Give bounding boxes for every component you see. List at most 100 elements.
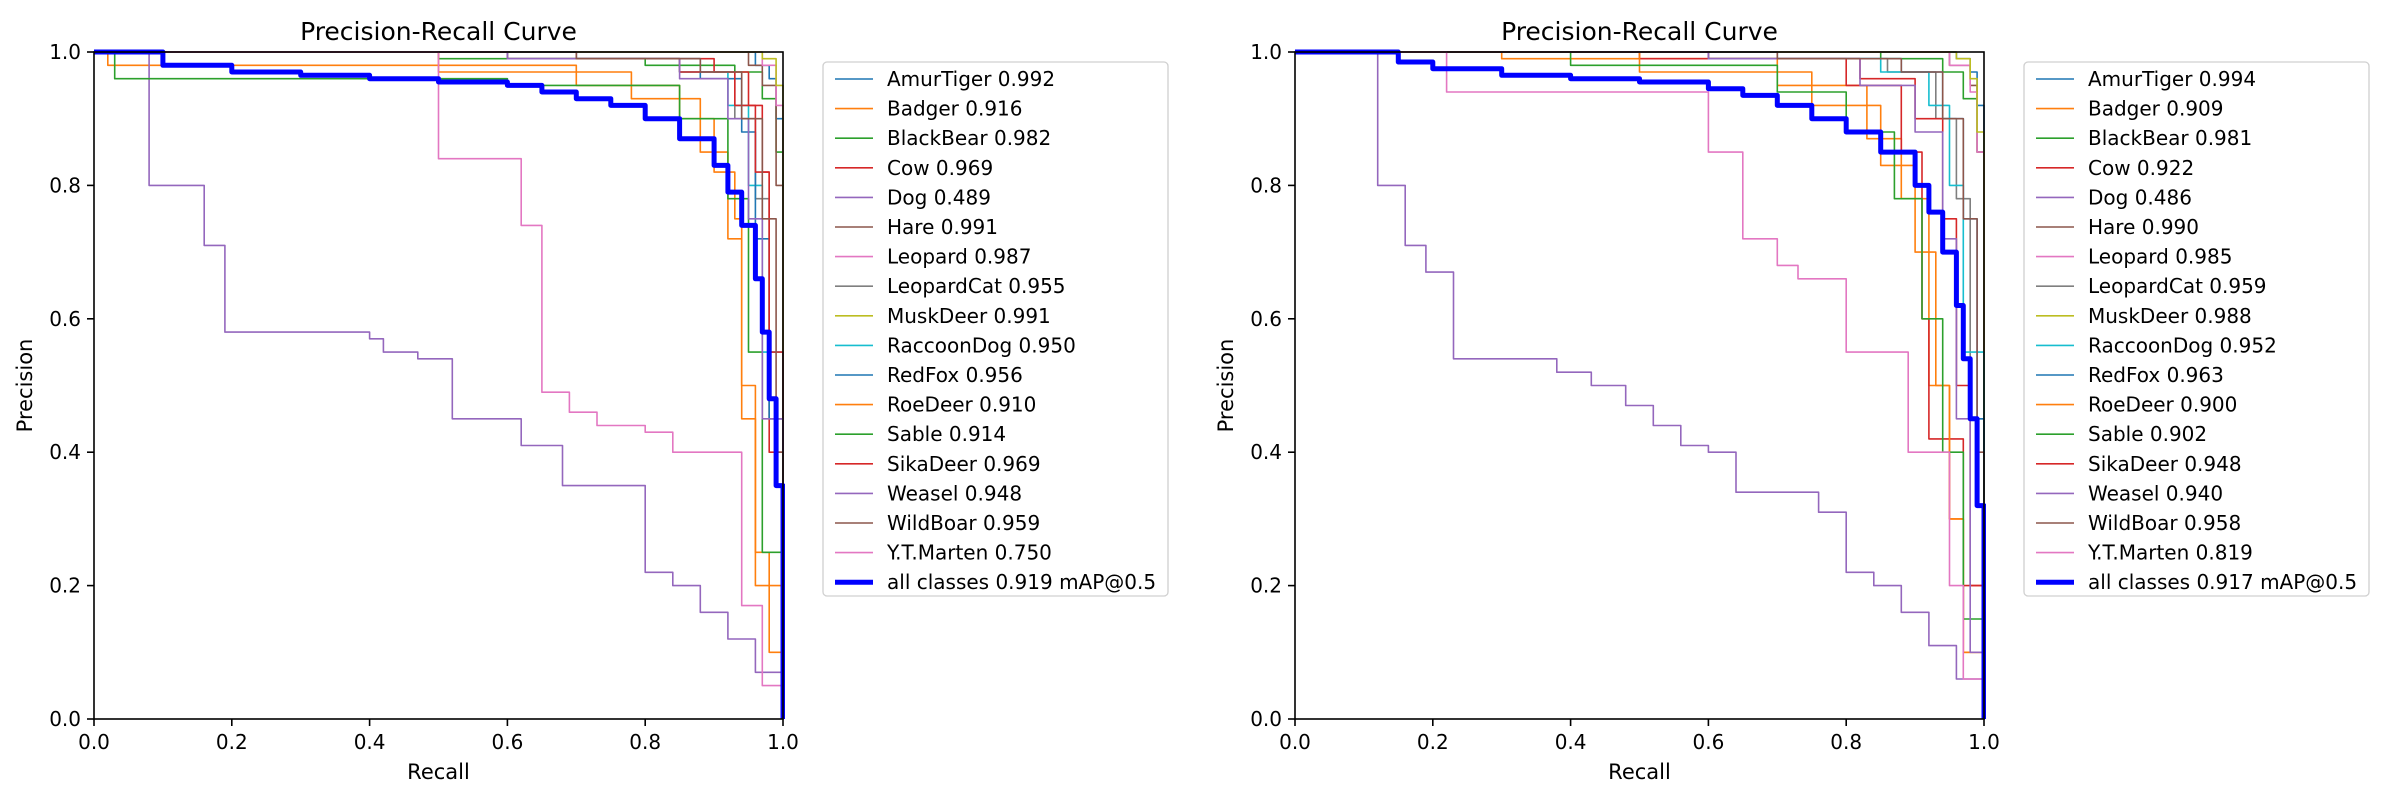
legend-label: Cow 0.922 bbox=[2088, 156, 2194, 180]
series-line-12 bbox=[94, 51, 784, 719]
legend-item: Badger 0.909 bbox=[2036, 97, 2224, 121]
series-line-17 bbox=[1295, 49, 1986, 719]
series-lines bbox=[1295, 49, 1986, 719]
legend-item: Hare 0.990 bbox=[2036, 215, 2199, 239]
series-line-4 bbox=[1295, 51, 1985, 719]
legend-item: Dog 0.486 bbox=[2036, 185, 2192, 209]
legend-label: LeopardCat 0.959 bbox=[2088, 274, 2267, 298]
x-tick-label: 0.0 bbox=[1279, 730, 1311, 754]
legend-item: all classes 0.919 mAP@0.5 bbox=[835, 570, 1156, 594]
x-axis-label: Recall bbox=[407, 760, 470, 784]
legend-item: SikaDeer 0.969 bbox=[835, 452, 1041, 476]
legend-item: BlackBear 0.982 bbox=[835, 126, 1051, 150]
y-tick-label: 0.8 bbox=[1250, 173, 1282, 197]
legend-item: Hare 0.991 bbox=[835, 215, 998, 239]
legend-item: BlackBear 0.981 bbox=[2036, 126, 2252, 150]
legend-label: RaccoonDog 0.950 bbox=[887, 333, 1076, 357]
y-tick-label: 0.6 bbox=[49, 307, 81, 331]
y-tick-label: 0.6 bbox=[1250, 307, 1282, 331]
y-axis-label: Precision bbox=[13, 339, 37, 433]
x-axis-label: Recall bbox=[1608, 760, 1671, 784]
y-tick-label: 1.0 bbox=[49, 40, 81, 64]
y-tick-label: 0.0 bbox=[49, 707, 81, 731]
legend-label: MuskDeer 0.991 bbox=[887, 304, 1051, 328]
y-tick-label: 0.4 bbox=[1250, 440, 1282, 464]
legend-item: Dog 0.489 bbox=[835, 185, 991, 209]
legend-item: Leopard 0.987 bbox=[835, 245, 1031, 269]
series-line-17 bbox=[94, 49, 785, 719]
legend-label: Badger 0.916 bbox=[887, 97, 1023, 121]
legend-label: Weasel 0.948 bbox=[887, 481, 1022, 505]
x-tick-label: 0.6 bbox=[1692, 730, 1724, 754]
legend-label: Y.T.Marten 0.750 bbox=[886, 541, 1052, 565]
legend-label: WildBoar 0.958 bbox=[2088, 511, 2241, 535]
series-lines bbox=[94, 49, 785, 719]
legend-label: RedFox 0.963 bbox=[2088, 363, 2224, 387]
legend-item: RoeDeer 0.910 bbox=[835, 393, 1036, 417]
chart-title: Precision-Recall Curve bbox=[300, 17, 577, 46]
series-line-16 bbox=[94, 51, 784, 719]
y-tick-label: 0.8 bbox=[49, 173, 81, 197]
y-tick-label: 0.4 bbox=[49, 440, 81, 464]
plot-frame bbox=[93, 51, 784, 720]
legend-item: SikaDeer 0.948 bbox=[2036, 452, 2242, 476]
legend-item: all classes 0.917 mAP@0.5 bbox=[2036, 570, 2357, 594]
legend-item: RedFox 0.956 bbox=[835, 363, 1023, 387]
legend-label: Y.T.Marten 0.819 bbox=[2087, 541, 2253, 565]
y-tick-label: 1.0 bbox=[1250, 40, 1282, 64]
legend-box bbox=[822, 61, 1169, 597]
legend-label: Sable 0.914 bbox=[887, 422, 1006, 446]
legend-label: Leopard 0.985 bbox=[2088, 245, 2232, 269]
series-line-14 bbox=[94, 51, 784, 719]
legend-item: RedFox 0.963 bbox=[2036, 363, 2224, 387]
legend-box bbox=[2023, 61, 2370, 597]
x-tick-label: 1.0 bbox=[767, 730, 799, 754]
x-tick-label: 0.6 bbox=[491, 730, 523, 754]
legend-label: Badger 0.909 bbox=[2088, 97, 2224, 121]
legend-item: Y.T.Marten 0.750 bbox=[835, 541, 1052, 565]
legend-item: RaccoonDog 0.952 bbox=[2036, 333, 2277, 357]
y-tick-label: 0.2 bbox=[1250, 574, 1282, 598]
legend-item: Badger 0.916 bbox=[835, 97, 1023, 121]
legend-item: LeopardCat 0.959 bbox=[2036, 274, 2267, 298]
legend-label: Cow 0.969 bbox=[887, 156, 993, 180]
x-tick-label: 1.0 bbox=[1968, 730, 2000, 754]
legend-label: BlackBear 0.982 bbox=[887, 126, 1051, 150]
plot-frame bbox=[1294, 51, 1985, 720]
legend-item: Leopard 0.985 bbox=[2036, 245, 2232, 269]
series-line-14 bbox=[1295, 51, 1985, 719]
legend-label: WildBoar 0.959 bbox=[887, 511, 1040, 535]
legend-label: AmurTiger 0.994 bbox=[2088, 67, 2256, 91]
x-tick-label: 0.0 bbox=[78, 730, 110, 754]
legend-label: AmurTiger 0.992 bbox=[887, 67, 1055, 91]
legend-item: Sable 0.914 bbox=[835, 422, 1006, 446]
legend-label: Hare 0.990 bbox=[2088, 215, 2199, 239]
legend: AmurTiger 0.992 Badger 0.916 BlackBear 0.9… bbox=[822, 61, 1169, 597]
legend-item: MuskDeer 0.988 bbox=[2036, 304, 2252, 328]
legend-label: Sable 0.902 bbox=[2088, 422, 2207, 446]
legend-item: RaccoonDog 0.950 bbox=[835, 333, 1076, 357]
legend-label: LeopardCat 0.955 bbox=[887, 274, 1066, 298]
legend-label: SikaDeer 0.969 bbox=[887, 452, 1041, 476]
x-tick-label: 0.2 bbox=[216, 730, 248, 754]
legend-item: Cow 0.922 bbox=[2036, 156, 2194, 180]
legend-item: Weasel 0.940 bbox=[2036, 481, 2223, 505]
x-tick-label: 0.8 bbox=[1830, 730, 1862, 754]
legend: AmurTiger 0.994 Badger 0.909 BlackBear 0.9… bbox=[2023, 61, 2370, 597]
series-line-12 bbox=[1295, 51, 1985, 719]
series-line-16 bbox=[1295, 51, 1985, 719]
series-line-4 bbox=[94, 51, 784, 719]
legend-item: AmurTiger 0.994 bbox=[2036, 67, 2256, 91]
chart-title: Precision-Recall Curve bbox=[1501, 17, 1778, 46]
legend-item: Sable 0.902 bbox=[2036, 422, 2207, 446]
chart-panel-2: Precision-Recall Curve 0.0 0.2 0.4 0.6 0.8 1.0… bbox=[1214, 17, 2370, 784]
x-tick-label: 0.4 bbox=[1555, 730, 1587, 754]
legend-label: all classes 0.919 mAP@0.5 bbox=[887, 570, 1156, 594]
legend-label: Weasel 0.940 bbox=[2088, 481, 2223, 505]
legend-label: all classes 0.917 mAP@0.5 bbox=[2088, 570, 2357, 594]
legend-item: LeopardCat 0.955 bbox=[835, 274, 1066, 298]
legend-label: RedFox 0.956 bbox=[887, 363, 1023, 387]
x-tick-label: 0.8 bbox=[629, 730, 661, 754]
legend-label: RoeDeer 0.900 bbox=[2088, 393, 2237, 417]
